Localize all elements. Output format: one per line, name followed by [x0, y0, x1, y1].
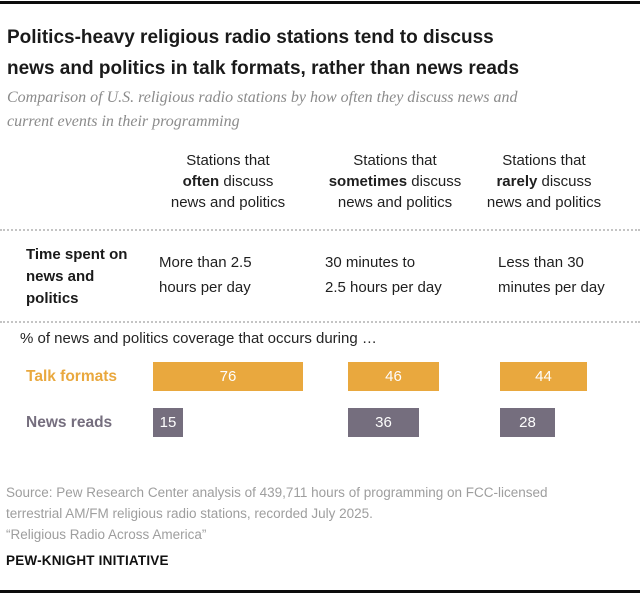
column-header-line2: rarely discuss [468, 171, 620, 192]
column-header-line1: Stations that [502, 152, 586, 169]
bar-value: 36 [375, 414, 392, 431]
bar-value: 44 [535, 368, 552, 385]
column-header-line3: news and politics [170, 194, 286, 211]
chart-subtitle: Comparison of U.S. religious radio stati… [7, 89, 518, 130]
column-header-sometimes: Stations that sometimes discuss news and… [320, 150, 470, 213]
column-header-bold-word: rarely [496, 173, 538, 190]
bar-talk-sometimes: 46 [348, 362, 439, 391]
unit-note: % of news and politics coverage that occ… [20, 330, 377, 347]
column-header-often: Stations that often discuss news and pol… [153, 150, 303, 213]
brand-label: PEW-KNIGHT INITIATIVE [6, 553, 169, 568]
time-spent-often: More than 2.5 hours per day [159, 254, 252, 296]
column-header-line2: often discuss [153, 171, 303, 192]
bottom-rule [0, 590, 640, 593]
column-header-line3: news and politics [337, 194, 453, 211]
chart-title: Politics-heavy religious radio stations … [7, 27, 520, 79]
bar-news-rarely: 28 [500, 408, 555, 437]
column-header-line1: Stations that [186, 152, 270, 169]
source-note: Source: Pew Research Center analysis of … [6, 485, 548, 542]
bar-value: 76 [219, 368, 237, 385]
bar-value: 46 [385, 368, 402, 385]
column-header-rest: discuss [407, 173, 462, 190]
column-header-rarely: Stations that rarely discuss news and po… [468, 150, 620, 213]
column-header-rest: discuss [537, 173, 592, 190]
bar-talk-often: 76 [153, 362, 303, 391]
column-header-bold-word: sometimes [328, 173, 408, 190]
time-spent-rarely: Less than 30 minutes per day [498, 254, 605, 296]
divider-dotted-bottom [0, 321, 640, 323]
column-header-rest: discuss [219, 173, 274, 190]
column-header-line2: sometimes discuss [320, 171, 470, 192]
column-header-line1: Stations that [353, 152, 437, 169]
time-row-label: Time spent on news and politics [26, 246, 128, 307]
column-header-bold-word: often [182, 173, 220, 190]
series-label-news-reads: News reads [26, 414, 113, 431]
bar-value: 28 [519, 414, 536, 431]
time-spent-sometimes: 30 minutes to 2.5 hours per day [325, 254, 442, 296]
series-label-talk-formats: Talk formats [26, 368, 118, 385]
bar-news-sometimes: 36 [348, 408, 419, 437]
bar-value: 15 [159, 414, 177, 431]
bar-talk-rarely: 44 [500, 362, 587, 391]
top-rule [0, 1, 640, 4]
bar-news-often: 15 [153, 408, 183, 437]
divider-dotted-top [0, 229, 640, 231]
column-header-line3: news and politics [486, 194, 602, 211]
